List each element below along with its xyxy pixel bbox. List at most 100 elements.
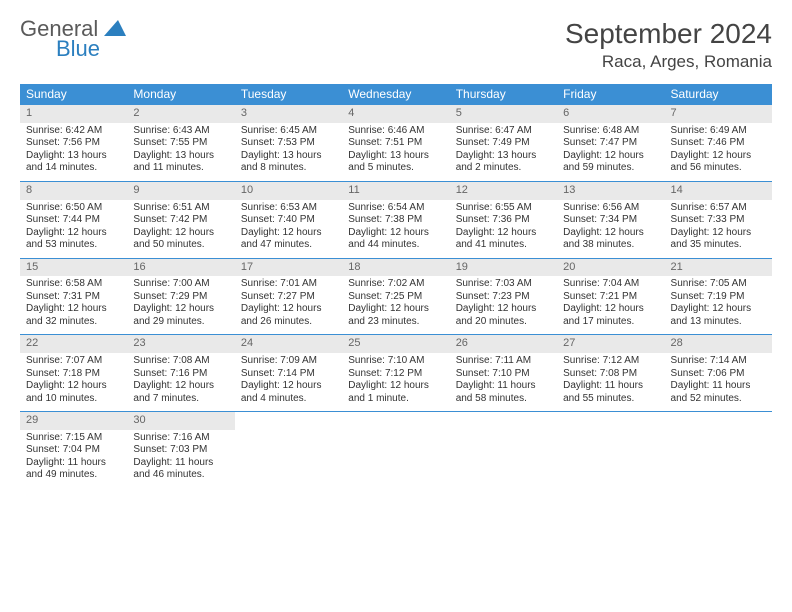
day-details: Sunrise: 6:54 AMSunset: 7:38 PMDaylight:… [342,200,449,258]
day-number: 10 [235,182,342,200]
daylight-1: Daylight: 12 hours [348,227,443,240]
daylight-1: Daylight: 12 hours [456,227,551,240]
sunset: Sunset: 7:38 PM [348,214,443,227]
sunrise: Sunrise: 6:47 AM [456,125,551,138]
daylight-1: Daylight: 12 hours [26,303,121,316]
sunrise: Sunrise: 7:12 AM [563,355,658,368]
day-number: 5 [450,105,557,123]
day-number: 20 [557,259,664,277]
calendar-cell: .. [557,412,664,488]
sunset: Sunset: 7:36 PM [456,214,551,227]
sunset: Sunset: 7:44 PM [26,214,121,227]
sunrise: Sunrise: 7:11 AM [456,355,551,368]
day-details: Sunrise: 7:09 AMSunset: 7:14 PMDaylight:… [235,353,342,411]
daylight-2: and 26 minutes. [241,316,336,329]
day-number: 13 [557,182,664,200]
day-number: 4 [342,105,449,123]
daylight-2: and 46 minutes. [133,469,228,482]
logo-text: General Blue [20,18,126,60]
sunset: Sunset: 7:34 PM [563,214,658,227]
day-number: 16 [127,259,234,277]
sunrise: Sunrise: 7:00 AM [133,278,228,291]
calendar-cell: 4Sunrise: 6:46 AMSunset: 7:51 PMDaylight… [342,105,449,182]
sunset: Sunset: 7:53 PM [241,137,336,150]
calendar-cell: 19Sunrise: 7:03 AMSunset: 7:23 PMDayligh… [450,258,557,335]
daylight-1: Daylight: 13 hours [456,150,551,163]
daylight-1: Daylight: 12 hours [563,227,658,240]
calendar-cell: 6Sunrise: 6:48 AMSunset: 7:47 PMDaylight… [557,105,664,182]
calendar-cell: .. [450,412,557,488]
daylight-1: Daylight: 13 hours [241,150,336,163]
sunrise: Sunrise: 7:03 AM [456,278,551,291]
calendar-week: 22Sunrise: 7:07 AMSunset: 7:18 PMDayligh… [20,335,772,412]
sunset: Sunset: 7:56 PM [26,137,121,150]
sunset: Sunset: 7:47 PM [563,137,658,150]
sunset: Sunset: 7:31 PM [26,291,121,304]
title-block: September 2024 Raca, Arges, Romania [565,18,772,72]
calendar-cell: .. [342,412,449,488]
daylight-2: and 52 minutes. [671,393,766,406]
sunset: Sunset: 7:33 PM [671,214,766,227]
daylight-2: and 38 minutes. [563,239,658,252]
sunset: Sunset: 7:46 PM [671,137,766,150]
day-number: 6 [557,105,664,123]
calendar-cell: 1Sunrise: 6:42 AMSunset: 7:56 PMDaylight… [20,105,127,182]
sunrise: Sunrise: 7:15 AM [26,432,121,445]
calendar-cell: 7Sunrise: 6:49 AMSunset: 7:46 PMDaylight… [665,105,772,182]
calendar-cell: 17Sunrise: 7:01 AMSunset: 7:27 PMDayligh… [235,258,342,335]
logo: General Blue [20,18,126,60]
sunrise: Sunrise: 7:07 AM [26,355,121,368]
day-details: Sunrise: 6:46 AMSunset: 7:51 PMDaylight:… [342,123,449,181]
daylight-1: Daylight: 13 hours [348,150,443,163]
sunset: Sunset: 7:18 PM [26,368,121,381]
sunset: Sunset: 7:23 PM [456,291,551,304]
daylight-2: and 14 minutes. [26,162,121,175]
daylight-2: and 4 minutes. [241,393,336,406]
calendar-cell: 21Sunrise: 7:05 AMSunset: 7:19 PMDayligh… [665,258,772,335]
calendar-week: 15Sunrise: 6:58 AMSunset: 7:31 PMDayligh… [20,258,772,335]
day-details: Sunrise: 7:08 AMSunset: 7:16 PMDaylight:… [127,353,234,411]
sunrise: Sunrise: 6:46 AM [348,125,443,138]
calendar-cell: 18Sunrise: 7:02 AMSunset: 7:25 PMDayligh… [342,258,449,335]
sunrise: Sunrise: 6:50 AM [26,202,121,215]
sunset: Sunset: 7:25 PM [348,291,443,304]
sunrise: Sunrise: 6:49 AM [671,125,766,138]
day-header: Tuesday [235,84,342,105]
sunset: Sunset: 7:21 PM [563,291,658,304]
daylight-1: Daylight: 12 hours [241,380,336,393]
daylight-2: and 58 minutes. [456,393,551,406]
day-number: 25 [342,335,449,353]
sunrise: Sunrise: 6:55 AM [456,202,551,215]
day-header: Monday [127,84,234,105]
daylight-1: Daylight: 12 hours [348,303,443,316]
daylight-2: and 2 minutes. [456,162,551,175]
location: Raca, Arges, Romania [565,52,772,72]
day-details: Sunrise: 7:11 AMSunset: 7:10 PMDaylight:… [450,353,557,411]
daylight-1: Daylight: 12 hours [241,303,336,316]
day-number: 19 [450,259,557,277]
daylight-2: and 47 minutes. [241,239,336,252]
sunrise: Sunrise: 6:48 AM [563,125,658,138]
day-details: Sunrise: 6:53 AMSunset: 7:40 PMDaylight:… [235,200,342,258]
sunset: Sunset: 7:27 PM [241,291,336,304]
daylight-1: Daylight: 11 hours [456,380,551,393]
daylight-1: Daylight: 13 hours [133,150,228,163]
day-header: Thursday [450,84,557,105]
daylight-2: and 50 minutes. [133,239,228,252]
calendar-cell: 3Sunrise: 6:45 AMSunset: 7:53 PMDaylight… [235,105,342,182]
daylight-2: and 5 minutes. [348,162,443,175]
daylight-1: Daylight: 12 hours [671,303,766,316]
day-number: 12 [450,182,557,200]
daylight-1: Daylight: 12 hours [26,227,121,240]
day-number: 15 [20,259,127,277]
calendar-cell: 5Sunrise: 6:47 AMSunset: 7:49 PMDaylight… [450,105,557,182]
calendar-cell: 9Sunrise: 6:51 AMSunset: 7:42 PMDaylight… [127,181,234,258]
sunset: Sunset: 7:10 PM [456,368,551,381]
day-number: 17 [235,259,342,277]
calendar-cell: 2Sunrise: 6:43 AMSunset: 7:55 PMDaylight… [127,105,234,182]
day-details: Sunrise: 7:12 AMSunset: 7:08 PMDaylight:… [557,353,664,411]
sunset: Sunset: 7:55 PM [133,137,228,150]
day-number: 3 [235,105,342,123]
daylight-1: Daylight: 12 hours [241,227,336,240]
sunrise: Sunrise: 6:54 AM [348,202,443,215]
